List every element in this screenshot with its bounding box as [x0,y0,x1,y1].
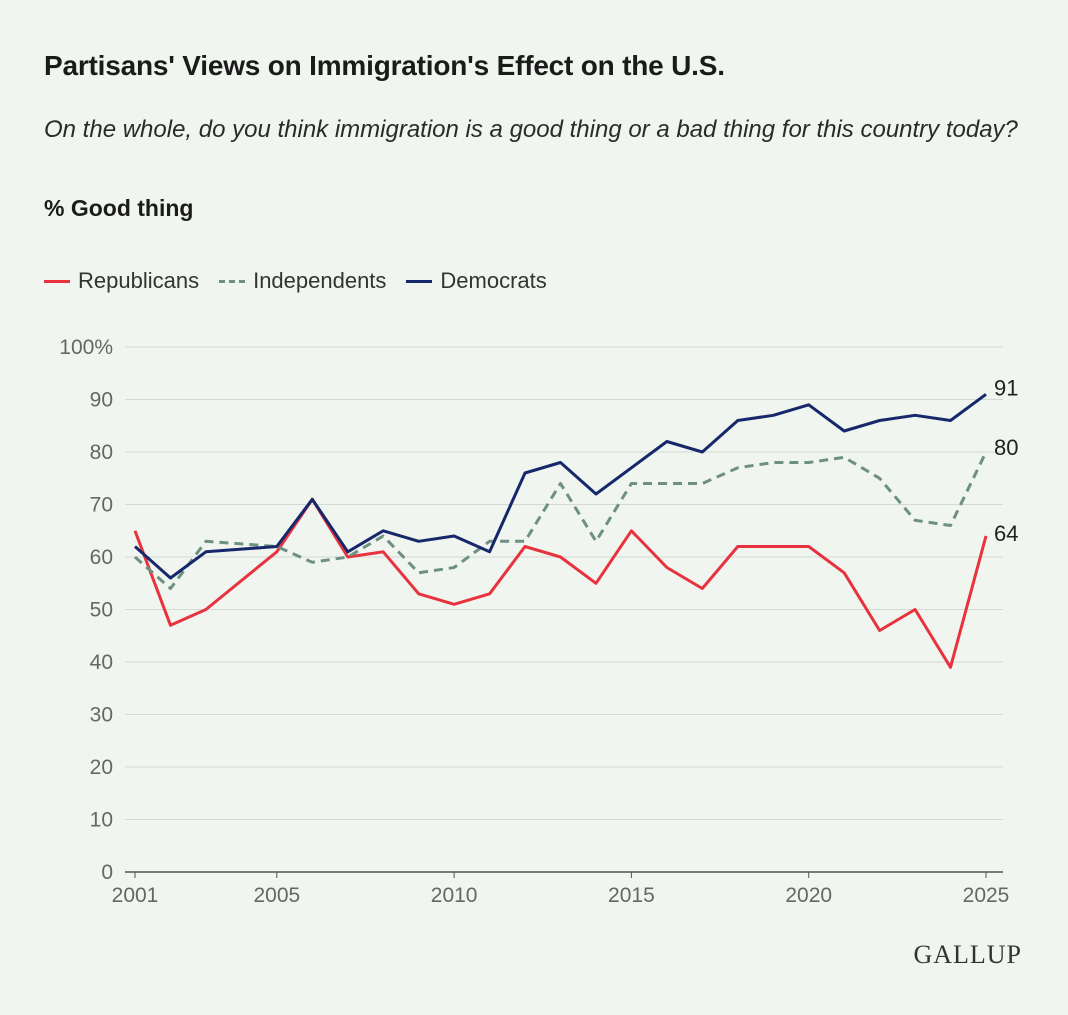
series-line-democrats [134,393,987,580]
gallup-logo: GALLUP [913,940,1022,969]
y-tick-label: 30 [90,704,113,727]
x-tick-label: 2015 [608,884,655,907]
legend-item-independents: Independents [219,268,386,294]
legend: Republicans Independents Democrats [44,266,547,296]
y-tick-label: 0 [101,861,113,884]
legend-label-republicans: Republicans [78,268,200,293]
y-tick-label: 60 [90,546,113,569]
series-line-republicans [133,497,988,669]
y-tick-label: 40 [90,651,113,674]
end-label-republicans: 64 [994,521,1018,546]
legend-item-republicans: Republicans [44,268,199,294]
legend-label-independents: Independents [253,268,387,293]
end-label-democrats: 91 [994,375,1018,400]
chart-title: Partisans' Views on Immigration's Effect… [44,50,725,81]
y-axis-tick-labels: 0 10 20 30 40 50 60 70 80 90 100% [59,336,113,884]
y-tick-label: 50 [90,599,113,622]
y-tick-label: 20 [90,756,113,779]
x-tick-label: 2020 [785,884,832,907]
grid-lines [125,346,1003,873]
chart-subtitle: On the whole, do you think immigration i… [44,116,1018,143]
measure-label: % Good thing [44,195,194,221]
legend-swatch-democrats [406,279,433,283]
y-tick-label: 100% [59,336,113,359]
y-tick-label: 70 [90,494,113,517]
end-label-independents: 80 [994,435,1018,460]
y-tick-label: 10 [90,809,113,832]
x-tick-label: 2001 [112,884,159,907]
legend-label-democrats: Democrats [440,268,547,293]
end-value-labels: 64 80 91 [994,375,1018,546]
y-tick-label: 80 [90,441,113,464]
series-line-independents [134,451,988,590]
x-tick-label: 2010 [431,884,478,907]
x-tick-label: 2005 [253,884,300,907]
legend-swatch-independents [219,279,246,283]
y-tick-label: 90 [90,389,113,412]
legend-swatch-republicans [44,279,70,283]
x-tick-label: 2025 [963,884,1010,907]
legend-item-democrats: Democrats [406,268,547,294]
x-axis-tick-labels: 2001 2005 2010 2015 2020 2025 [112,872,1010,907]
series-lines [133,393,988,669]
